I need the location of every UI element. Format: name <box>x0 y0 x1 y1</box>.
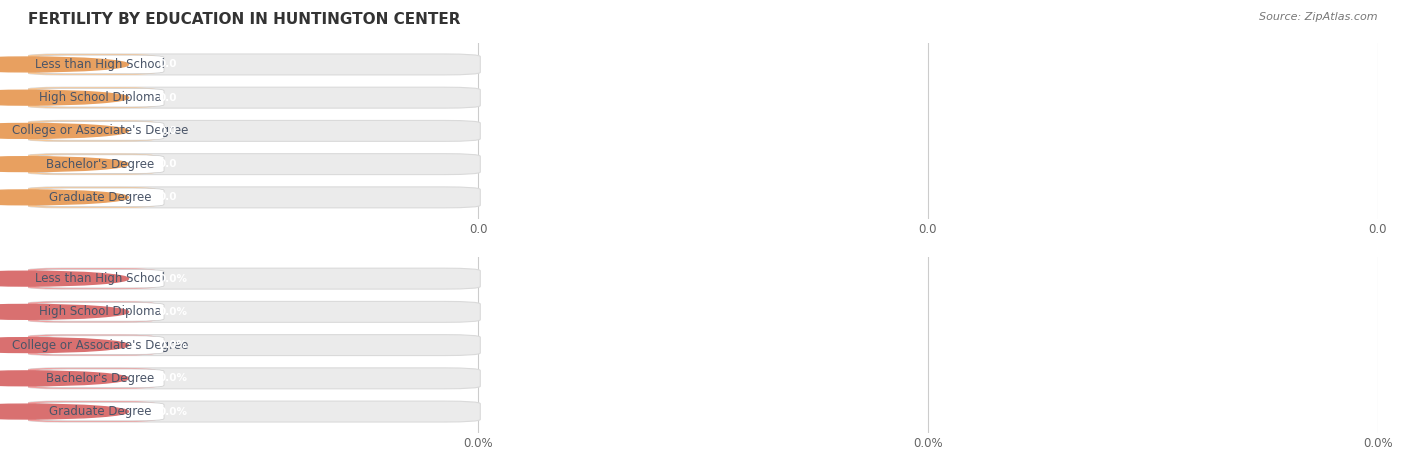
Text: 0.0: 0.0 <box>159 126 177 136</box>
FancyBboxPatch shape <box>25 335 481 356</box>
Circle shape <box>0 404 128 419</box>
FancyBboxPatch shape <box>25 187 156 208</box>
Text: 0.0%: 0.0% <box>159 407 187 416</box>
Text: 0.0%: 0.0% <box>159 340 187 350</box>
Text: College or Associate's Degree: College or Associate's Degree <box>11 124 188 138</box>
Text: 0.0: 0.0 <box>159 60 177 69</box>
FancyBboxPatch shape <box>25 87 481 108</box>
Text: 0.0: 0.0 <box>159 192 177 202</box>
Circle shape <box>0 157 128 171</box>
Text: 0.0: 0.0 <box>159 159 177 169</box>
FancyBboxPatch shape <box>35 303 165 321</box>
Text: Bachelor's Degree: Bachelor's Degree <box>46 372 155 385</box>
FancyBboxPatch shape <box>25 154 156 175</box>
Text: College or Associate's Degree: College or Associate's Degree <box>11 338 188 352</box>
Circle shape <box>0 190 128 205</box>
Circle shape <box>0 123 128 139</box>
FancyBboxPatch shape <box>35 155 165 173</box>
Text: 0.0: 0.0 <box>159 93 177 103</box>
Text: 0.0%: 0.0% <box>159 373 187 383</box>
FancyBboxPatch shape <box>25 87 156 108</box>
Text: 0.0%: 0.0% <box>159 307 187 317</box>
Circle shape <box>0 271 128 286</box>
FancyBboxPatch shape <box>25 268 156 289</box>
Text: Source: ZipAtlas.com: Source: ZipAtlas.com <box>1260 12 1378 22</box>
Text: High School Diploma: High School Diploma <box>38 306 162 318</box>
Text: Bachelor's Degree: Bachelor's Degree <box>46 158 155 170</box>
FancyBboxPatch shape <box>35 55 165 74</box>
FancyBboxPatch shape <box>25 120 481 141</box>
FancyBboxPatch shape <box>25 187 481 208</box>
FancyBboxPatch shape <box>25 301 156 322</box>
FancyBboxPatch shape <box>35 121 165 140</box>
Text: Less than High School: Less than High School <box>35 272 165 285</box>
FancyBboxPatch shape <box>25 401 481 422</box>
Text: 0.0%: 0.0% <box>159 274 187 284</box>
FancyBboxPatch shape <box>25 368 156 389</box>
FancyBboxPatch shape <box>25 120 156 141</box>
FancyBboxPatch shape <box>35 188 165 207</box>
Circle shape <box>0 305 128 319</box>
FancyBboxPatch shape <box>35 336 165 355</box>
FancyBboxPatch shape <box>35 402 165 421</box>
FancyBboxPatch shape <box>35 269 165 288</box>
FancyBboxPatch shape <box>25 368 481 389</box>
FancyBboxPatch shape <box>25 268 481 289</box>
Circle shape <box>0 371 128 386</box>
Text: High School Diploma: High School Diploma <box>38 91 162 104</box>
Text: FERTILITY BY EDUCATION IN HUNTINGTON CENTER: FERTILITY BY EDUCATION IN HUNTINGTON CEN… <box>28 12 461 27</box>
FancyBboxPatch shape <box>25 335 156 356</box>
FancyBboxPatch shape <box>25 301 481 322</box>
FancyBboxPatch shape <box>25 54 481 75</box>
Text: Graduate Degree: Graduate Degree <box>49 191 150 204</box>
FancyBboxPatch shape <box>25 154 481 175</box>
Circle shape <box>0 337 128 353</box>
FancyBboxPatch shape <box>35 369 165 387</box>
Text: Less than High School: Less than High School <box>35 58 165 71</box>
Circle shape <box>0 90 128 105</box>
Circle shape <box>0 57 128 72</box>
FancyBboxPatch shape <box>25 401 156 422</box>
Text: Graduate Degree: Graduate Degree <box>49 405 150 418</box>
FancyBboxPatch shape <box>25 54 156 75</box>
FancyBboxPatch shape <box>35 89 165 107</box>
